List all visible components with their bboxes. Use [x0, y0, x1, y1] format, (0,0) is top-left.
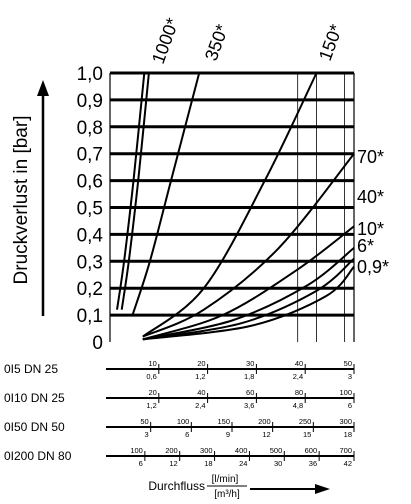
- flow-tick-lmin: 20: [197, 359, 205, 368]
- flow-scale-label: 0I5 DN 25: [4, 362, 58, 376]
- y-tick-label: 0: [92, 333, 103, 354]
- curve-2: [131, 72, 201, 316]
- flow-scale-label: 0I10 DN 25: [4, 391, 65, 405]
- y-tick-label: 0,5: [77, 199, 103, 220]
- y-axis-arrowhead: [37, 80, 49, 96]
- flow-tick-m3h: 1,8: [244, 372, 254, 381]
- y-tick-labels: 0 0,1 0,2 0,3 0,4 0,5 0,6 0,7 0,8 0,9 1,0: [77, 64, 104, 354]
- flow-tick-m3h: 18: [344, 430, 352, 439]
- flow-tick-m3h: 2,4: [195, 401, 205, 410]
- flow-scale-label: 0I50 DN 50: [4, 420, 65, 434]
- flow-tick-m3h: 1,2: [195, 372, 205, 381]
- flow-tick-m3h: 36: [309, 459, 317, 468]
- flow-tick-m3h: 24: [239, 459, 247, 468]
- flow-tick-lmin: 20: [148, 388, 156, 397]
- flow-tick-lmin: 200: [258, 417, 271, 426]
- flow-tick-m3h: 3,6: [244, 401, 254, 410]
- flow-tick-lmin: 30: [246, 359, 254, 368]
- flow-tick-lmin: 80: [295, 388, 303, 397]
- curve-1: [120, 72, 150, 310]
- flow-tick-m3h: 2,4: [293, 372, 303, 381]
- flow-tick-lmin: 50: [140, 417, 148, 426]
- y-tick-label: 0,4: [77, 225, 104, 246]
- y-tick-label: 0,8: [77, 118, 103, 139]
- flow-tick-m3h: 3: [348, 372, 352, 381]
- curve-labels: 1000* 350* 150* 70* 40* 10*6*0,9*: [148, 15, 389, 277]
- x-axis-label: Durchfluss: [148, 479, 205, 493]
- y-axis-label: Druckverlust in [bar]: [11, 116, 32, 285]
- flow-tick-lmin: 40: [197, 388, 205, 397]
- flow-tick-lmin: 60: [246, 388, 254, 397]
- y-tick-label: 0,2: [77, 279, 103, 300]
- flow-tick-m3h: 18: [204, 459, 212, 468]
- flow-scales: 0I5 DN 25 10 20 30 40 50 0,6 1,2 1,8 2,4 3 0I10 DN …: [4, 359, 355, 468]
- flow-tick-lmin: 700: [339, 446, 352, 455]
- flow-tick-lmin: 100: [177, 417, 190, 426]
- flow-tick-lmin: 150: [217, 417, 230, 426]
- x-unit-lmin: [l/min]: [212, 474, 239, 485]
- flow-tick-lmin: 200: [165, 446, 178, 455]
- curve-label: 150*: [315, 22, 346, 64]
- curve-8: [142, 266, 355, 341]
- flow-tick-lmin: 500: [270, 446, 283, 455]
- flow-tick-m3h: 3: [144, 430, 148, 439]
- x-unit-m3h: [m³/h]: [214, 489, 240, 500]
- y-tick-label: 0,9: [77, 91, 103, 112]
- flow-tick-lmin: 600: [305, 446, 318, 455]
- curve-0: [116, 72, 146, 310]
- curves: [116, 72, 355, 341]
- curve-label: 350*: [201, 22, 232, 64]
- flow-tick-m3h: 6: [185, 430, 189, 439]
- flow-tick-m3h: 0,6: [146, 372, 156, 381]
- y-tick-label: 1,0: [77, 64, 103, 85]
- flow-tick-m3h: 4,8: [293, 401, 303, 410]
- x-axis-arrowhead: [315, 484, 330, 494]
- curve-5: [142, 225, 355, 341]
- flow-scale-label: 0I200 DN 80: [4, 449, 72, 463]
- curve-6: [142, 247, 355, 341]
- flow-tick-m3h: 6: [139, 459, 143, 468]
- flow-tick-lmin: 300: [339, 417, 352, 426]
- curve-7: [142, 257, 355, 341]
- y-tick-label: 0,1: [77, 306, 103, 327]
- flow-tick-lmin: 100: [339, 388, 352, 397]
- curve-label: 70*: [357, 147, 384, 167]
- curve-label: 40*: [357, 187, 384, 207]
- curve-label: 1000*: [148, 15, 183, 66]
- y-tick-label: 0,3: [77, 252, 103, 273]
- flow-tick-m3h: 15: [303, 430, 311, 439]
- y-tick-label: 0,6: [77, 172, 103, 193]
- flow-tick-lmin: 100: [130, 446, 143, 455]
- flow-tick-m3h: 6: [348, 401, 352, 410]
- flow-tick-m3h: 12: [262, 430, 270, 439]
- curve-4: [142, 153, 355, 338]
- flow-tick-lmin: 50: [344, 359, 352, 368]
- flow-tick-lmin: 10: [148, 359, 156, 368]
- flow-tick-lmin: 40: [295, 359, 303, 368]
- curve-3: [142, 72, 318, 338]
- flow-tick-lmin: 400: [235, 446, 248, 455]
- flow-tick-m3h: 12: [169, 459, 177, 468]
- curve-label: 0,9*: [357, 257, 389, 277]
- flow-tick-lmin: 300: [200, 446, 213, 455]
- flow-tick-m3h: 1,2: [146, 401, 156, 410]
- flow-tick-lmin: 250: [299, 417, 312, 426]
- flow-tick-m3h: 30: [274, 459, 282, 468]
- curve-label: 10*: [357, 219, 384, 239]
- flow-tick-m3h: 9: [226, 430, 230, 439]
- curve-label: 6*: [357, 236, 374, 256]
- y-tick-label: 0,7: [77, 145, 103, 166]
- flow-tick-m3h: 42: [344, 459, 352, 468]
